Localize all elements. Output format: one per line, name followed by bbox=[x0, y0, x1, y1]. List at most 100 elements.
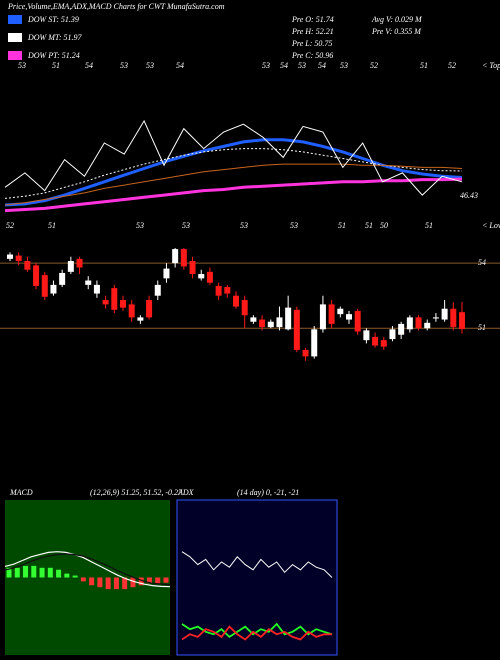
top-label: 52 bbox=[370, 61, 378, 70]
top-label: 54 bbox=[318, 61, 326, 70]
candle-body bbox=[276, 317, 283, 328]
candle-body bbox=[128, 304, 135, 318]
histogram-bar bbox=[97, 577, 103, 588]
legend-swatch bbox=[8, 15, 22, 24]
candle-body bbox=[146, 300, 153, 318]
candle-body bbox=[311, 329, 318, 357]
min-label: 46.43 bbox=[460, 191, 478, 200]
candle-body bbox=[363, 330, 370, 341]
histogram-bar bbox=[31, 565, 37, 578]
low-label: 51 bbox=[425, 221, 433, 230]
histogram-bar bbox=[23, 565, 29, 578]
top-label: 53 bbox=[120, 61, 128, 70]
candle-body bbox=[406, 317, 413, 330]
candle-body bbox=[441, 308, 448, 320]
candle-body bbox=[328, 304, 335, 324]
candle-body bbox=[154, 284, 161, 296]
candle-body bbox=[189, 261, 196, 275]
candle-body bbox=[389, 329, 396, 340]
candle-body bbox=[7, 254, 13, 259]
candle-body bbox=[198, 274, 205, 279]
tops-label: < Tops bbox=[482, 61, 500, 70]
candle-body bbox=[85, 280, 92, 285]
candle-body bbox=[67, 261, 74, 272]
candle-body bbox=[293, 309, 300, 350]
candle-body bbox=[267, 321, 274, 328]
candle-body bbox=[102, 300, 109, 305]
candle-body bbox=[172, 249, 179, 264]
low-label: 52 bbox=[6, 221, 14, 230]
page-title: Price,Volume,EMA,ADX,MACD Charts for CWT… bbox=[7, 2, 225, 11]
top-label: 54 bbox=[85, 61, 93, 70]
low-label: 51 bbox=[48, 221, 56, 230]
candle-body bbox=[163, 268, 170, 279]
candle-body bbox=[346, 314, 352, 320]
lows-label: < Lows bbox=[482, 221, 500, 230]
histogram-bar bbox=[138, 577, 144, 586]
histogram-bar bbox=[122, 577, 128, 590]
candle-body bbox=[337, 308, 344, 315]
adx-panel bbox=[176, 499, 338, 656]
histogram-bar bbox=[64, 573, 70, 578]
candle-body bbox=[354, 310, 361, 332]
panel-subtitle: (14 day) 0, -21, -21 bbox=[237, 488, 299, 497]
stat: Pre H: 52.21 bbox=[291, 27, 334, 36]
low-label: 53 bbox=[182, 221, 190, 230]
candle-body bbox=[233, 295, 239, 307]
legend-entry: DOW MT: 51.97 bbox=[27, 33, 83, 42]
candle-body bbox=[33, 265, 40, 286]
stat: Pre C: 50.96 bbox=[291, 51, 333, 60]
candle-body bbox=[41, 275, 48, 297]
low-label: 50 bbox=[380, 221, 388, 230]
histogram-bar bbox=[39, 567, 45, 578]
candle-body bbox=[59, 272, 66, 285]
legend-swatch bbox=[8, 51, 22, 60]
histogram-bar bbox=[89, 577, 95, 586]
top-label: 53 bbox=[146, 61, 154, 70]
histogram-bar bbox=[130, 577, 136, 588]
candle-body bbox=[250, 317, 257, 322]
histogram-bar bbox=[14, 567, 20, 578]
top-label: 54 bbox=[176, 61, 184, 70]
legend-entry: DOW PT: 51.24 bbox=[27, 51, 80, 60]
candle-body bbox=[459, 312, 465, 330]
candle-body bbox=[15, 255, 22, 262]
candle-body bbox=[215, 285, 222, 296]
low-label: 51 bbox=[365, 221, 373, 230]
line-series bbox=[4, 138, 463, 207]
candle-body bbox=[111, 288, 118, 310]
line-series bbox=[4, 163, 463, 206]
candle-body bbox=[380, 340, 387, 347]
candle-body bbox=[319, 304, 326, 330]
candle-body bbox=[398, 323, 405, 335]
y-tick-label: 54 bbox=[478, 258, 486, 267]
macd-panel bbox=[5, 500, 170, 655]
low-label: 51 bbox=[338, 221, 346, 230]
histogram-bar bbox=[72, 575, 78, 578]
histogram-bar bbox=[56, 569, 62, 578]
histogram-bar bbox=[80, 577, 86, 582]
candle-body bbox=[206, 271, 213, 283]
histogram-bar bbox=[155, 577, 161, 584]
y-tick-label: 51 bbox=[478, 323, 486, 332]
candle-body bbox=[120, 300, 126, 308]
legend-entry: DOW ST: 51.39 bbox=[27, 15, 79, 24]
low-label: 53 bbox=[290, 221, 298, 230]
line-series bbox=[4, 119, 463, 196]
stat: Pre V: 0.355 M bbox=[371, 27, 422, 36]
low-label: 53 bbox=[136, 221, 144, 230]
candle-body bbox=[76, 258, 83, 268]
histogram-bar bbox=[113, 577, 119, 590]
candle-body bbox=[93, 284, 100, 294]
histogram-bar bbox=[163, 577, 169, 583]
stat: Pre O: 51.74 bbox=[291, 15, 334, 24]
panel-title: ADX bbox=[177, 488, 195, 497]
candle-body bbox=[415, 317, 422, 329]
histogram-bar bbox=[6, 567, 12, 578]
candle-body bbox=[424, 322, 431, 329]
candle-body bbox=[285, 307, 292, 330]
panel-title: MACD bbox=[9, 488, 33, 497]
candle-body bbox=[224, 287, 231, 294]
stat: Avg V: 0.029 M bbox=[371, 15, 423, 24]
